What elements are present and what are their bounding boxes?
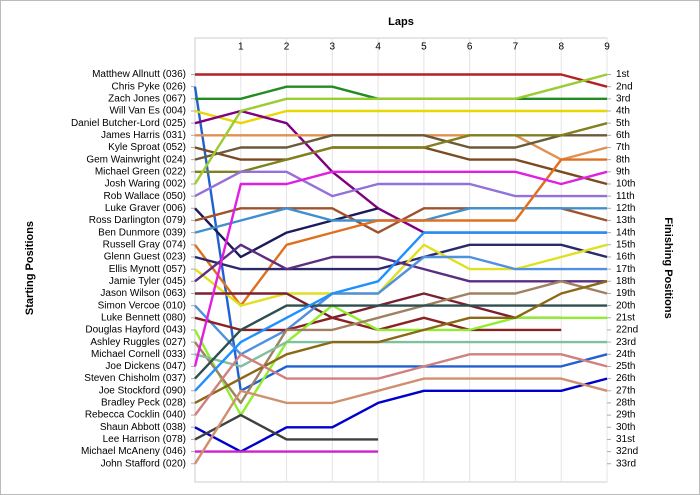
y2-tick-label: 3rd xyxy=(616,93,630,104)
series-line xyxy=(194,158,607,307)
y2-tick-label: 9th xyxy=(616,166,630,177)
x-tick-label: 4 xyxy=(375,42,381,53)
y-tick-label: Ross Darlington (079) xyxy=(89,215,186,226)
y-tick-label: Rob Wallace (050) xyxy=(104,191,186,202)
series-line xyxy=(194,353,608,416)
y-tick-label: Joe Dickens (047) xyxy=(105,361,186,372)
y-tick-label: Bradley Peck (028) xyxy=(101,398,186,409)
y-tick-label: Ellis Mynott (057) xyxy=(109,264,186,275)
x-tick-label: 8 xyxy=(558,42,564,53)
y-tick-label: Matthew Allnutt (036) xyxy=(92,69,186,80)
y2-tick-label: 30th xyxy=(616,422,635,433)
y2-axis-label: Finishing Positions xyxy=(662,217,674,318)
y-tick-label: Michael McAneny (046) xyxy=(81,446,186,457)
y2-tick-label: 10th xyxy=(616,179,635,190)
x-tick-label: 3 xyxy=(330,42,336,53)
y-tick-label: Russell Gray (074) xyxy=(103,239,186,250)
series-line xyxy=(194,377,608,453)
series-line xyxy=(194,170,607,198)
y2-tick-label: 24th xyxy=(616,349,635,360)
series-line xyxy=(194,231,607,392)
series-line xyxy=(194,340,607,368)
y2-tick-label: 1st xyxy=(616,69,630,80)
y2-tick-label: 7th xyxy=(616,142,630,153)
y-tick-label: Simon Vercoe (010) xyxy=(98,300,186,311)
x-tick-label: 1 xyxy=(238,42,244,53)
y2-tick-label: 32nd xyxy=(616,446,638,457)
y2-tick-label: 13th xyxy=(616,215,635,226)
y2-tick-label: 15th xyxy=(616,239,635,250)
y2-tick-label: 23rd xyxy=(616,337,636,348)
y-tick-label: Joe Stockford (090) xyxy=(99,385,186,396)
series-line xyxy=(194,413,379,441)
y2-tick-label: 12th xyxy=(616,203,635,214)
y2-tick-label: 25th xyxy=(616,361,635,372)
y-tick-label: Glenn Guest (023) xyxy=(104,252,186,263)
series-line xyxy=(194,255,607,356)
y-tick-label: Luke Bennett (080) xyxy=(101,312,186,323)
lines xyxy=(193,73,608,465)
x-tick-label: 7 xyxy=(513,42,519,53)
y-tick-label: James Harris (031) xyxy=(101,130,186,141)
y2-tick-label: 27th xyxy=(616,385,635,396)
y2-tick-label: 16th xyxy=(616,252,635,263)
y2-tick-label: 11th xyxy=(616,191,635,202)
y2-tick-label: 14th xyxy=(616,227,635,238)
y-tick-label: Will Van Es (004) xyxy=(109,106,186,117)
x-tick-label: 6 xyxy=(467,42,473,53)
y-tick-label: Zach Jones (067) xyxy=(108,93,186,104)
y2-tick-label: 5th xyxy=(616,118,630,129)
y-tick-label: Lee Harrison (078) xyxy=(103,434,186,445)
y2-tick-label: 20th xyxy=(616,300,635,311)
y2-tick-label: 4th xyxy=(616,106,630,117)
series-line xyxy=(195,73,608,88)
y-tick-label: Daniel Butcher-Lord (025) xyxy=(71,118,186,129)
series-line xyxy=(194,134,607,161)
y-tick-label: Rebecca Cocklin (040) xyxy=(85,410,186,421)
x-tick-label: 9 xyxy=(604,42,610,53)
y-tick-label: Michael Cornell (033) xyxy=(91,349,186,360)
y2-tick-label: 19th xyxy=(616,288,635,299)
x-tick-label: 2 xyxy=(284,42,290,53)
y-tick-label: Luke Graver (006) xyxy=(105,203,186,214)
series-line xyxy=(193,377,608,465)
y-tick-label: Kyle Sproat (052) xyxy=(108,142,186,153)
y-axis-label: Starting Positions xyxy=(24,221,36,315)
series-line xyxy=(194,243,608,307)
y2-tick-label: 6th xyxy=(616,130,630,141)
y2-tick-label: 21st xyxy=(616,312,635,323)
y2-tick-label: 17th xyxy=(616,264,635,275)
y2-tick-label: 31st xyxy=(616,434,635,445)
series-line xyxy=(193,304,607,417)
y-tick-label: Michael Green (022) xyxy=(95,166,186,177)
y-tick-label: Ben Dunmore (039) xyxy=(98,227,186,238)
y-tick-label: Douglas Hayford (043) xyxy=(85,325,186,336)
y-tick-label: Steven Chisholm (037) xyxy=(84,373,186,384)
y2-tick-label: 22nd xyxy=(616,325,638,336)
y-tick-label: Jamie Tyler (045) xyxy=(109,276,186,287)
y-tick-label: Ashley Ruggles (027) xyxy=(90,337,186,348)
y2-tick-label: 2nd xyxy=(616,81,633,92)
series-line xyxy=(194,243,607,283)
y-tick-label: Shaun Abbott (038) xyxy=(100,422,186,433)
y2-tick-label: 18th xyxy=(616,276,635,287)
y2-tick-label: 26th xyxy=(616,373,635,384)
series-line xyxy=(195,122,608,173)
y2-tick-label: 33rd xyxy=(616,458,636,469)
y-tick-label: Chris Pyke (026) xyxy=(112,81,186,92)
y-tick-label: Gem Wainwright (024) xyxy=(86,154,186,165)
series-line xyxy=(193,73,608,185)
y-tick-label: John Stafford (020) xyxy=(101,458,186,469)
series-line xyxy=(193,170,608,367)
y-tick-label: Jason Wilson (063) xyxy=(100,288,186,299)
y2-tick-label: 29th xyxy=(616,410,635,421)
chart-title: Laps xyxy=(388,16,414,28)
x-tick-label: 5 xyxy=(421,42,427,53)
labels: 1 2 3 4 5 6 7 8 9 Matthew Allnutt (036)Chris Pyke… xyxy=(71,42,638,470)
y2-tick-label: 28th xyxy=(616,398,635,409)
y-tick-label: Josh Waring (002) xyxy=(105,179,186,190)
y2-tick-label: 8th xyxy=(616,154,630,165)
